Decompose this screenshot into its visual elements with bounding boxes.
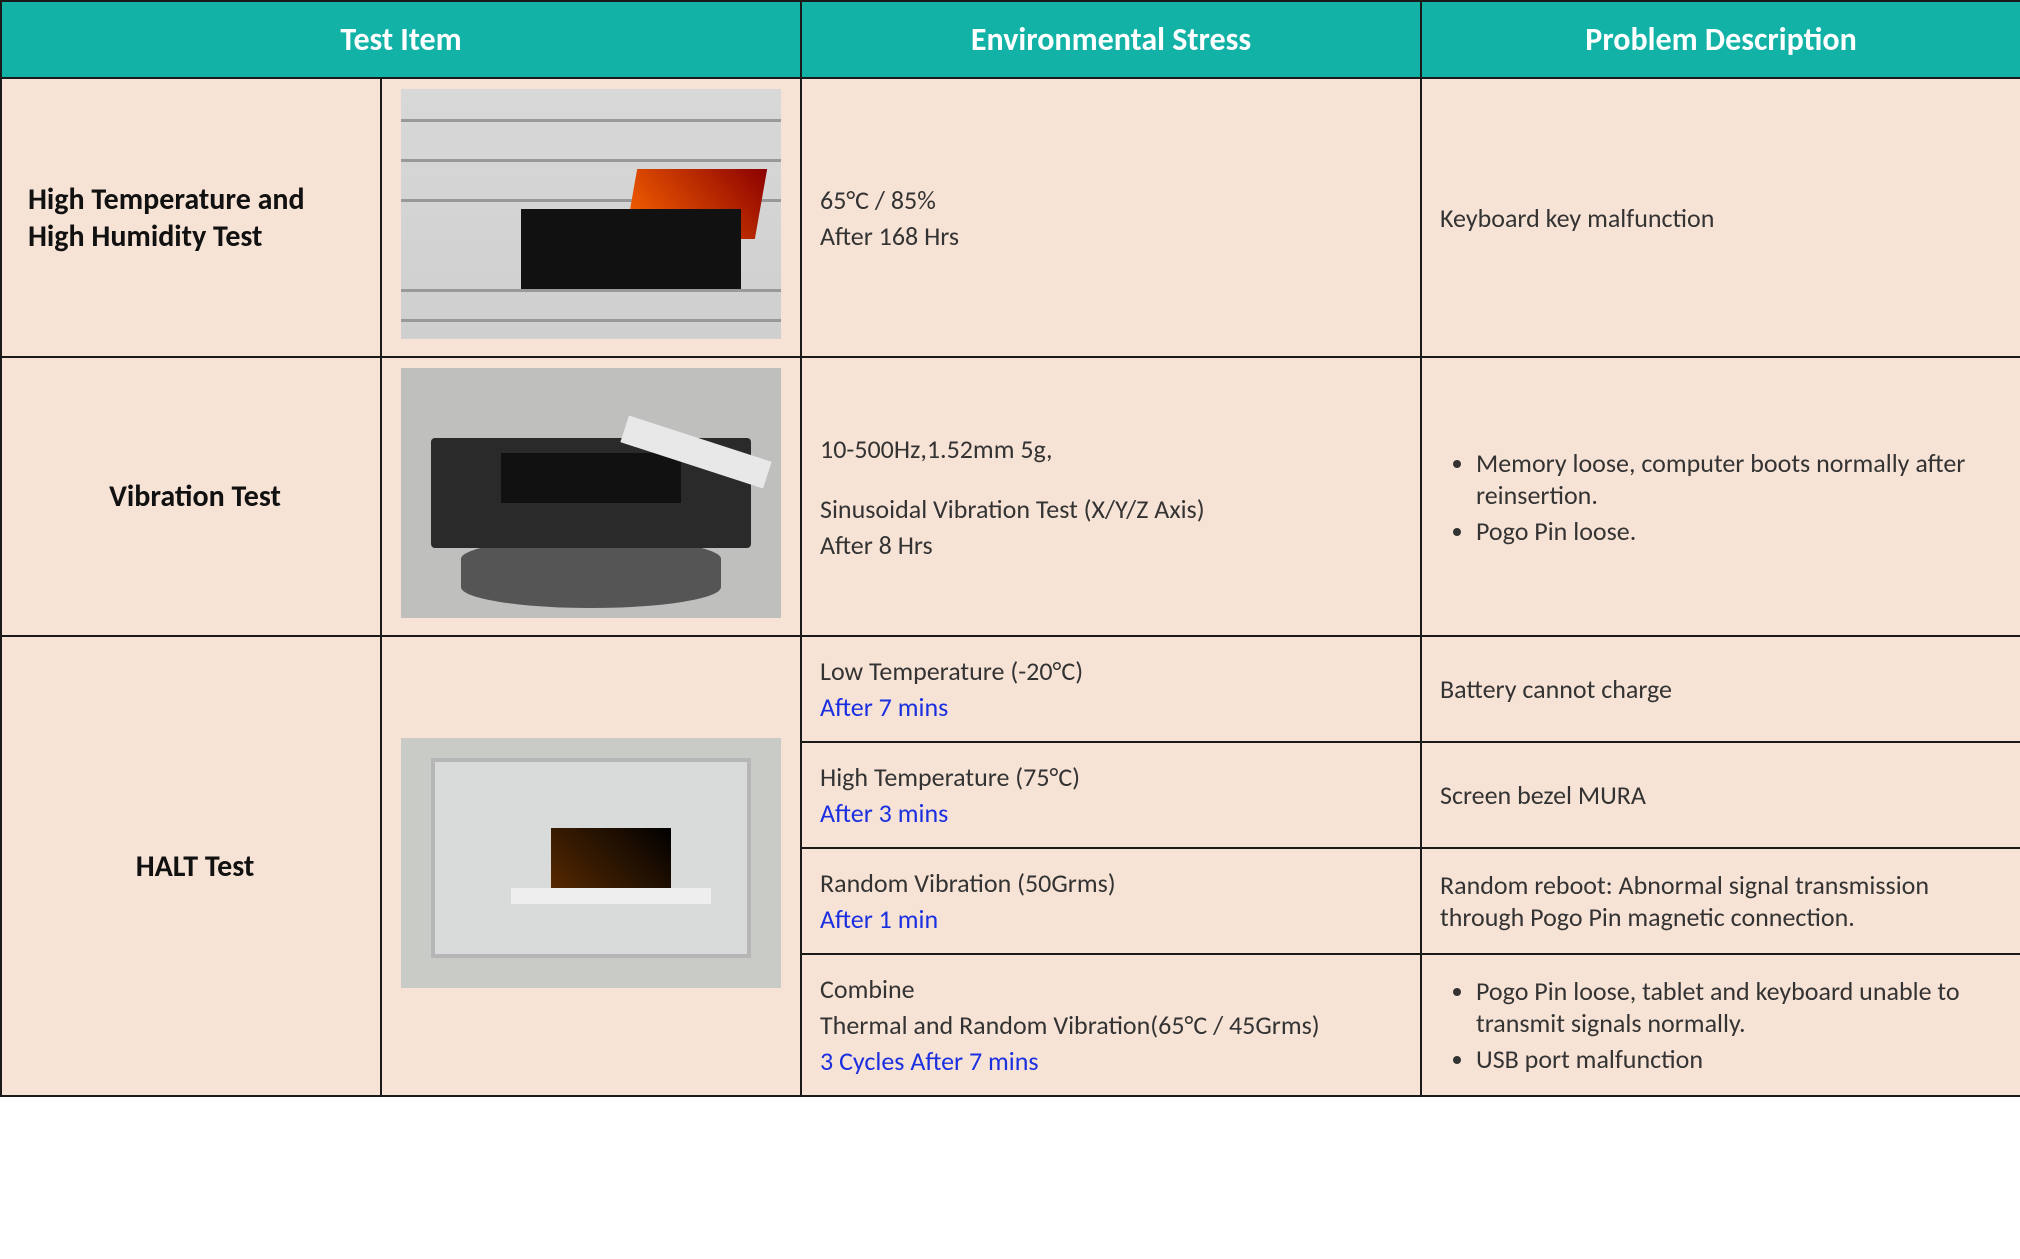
problem-list: Memory loose, computer boots normally af…: [1440, 447, 2002, 547]
halt-sub1-problem: Battery cannot charge: [1421, 636, 2020, 742]
stress-text: Thermal and Random Vibration(65°C / 45Gr…: [820, 1009, 1402, 1041]
stress-text: After 168 Hrs: [820, 220, 1402, 252]
ht-hh-name: High Temperature and High Humidity Test: [1, 78, 381, 357]
halt-sub4-stress: Combine Thermal and Random Vibration(65°…: [801, 954, 1421, 1096]
vibration-name: Vibration Test: [1, 357, 381, 636]
row-halt-1: HALT Test Low Temperature (-20°C) After …: [1, 636, 2020, 742]
halt-photo-cell: [381, 636, 801, 1096]
ht-hh-problem: Keyboard key malfunction: [1421, 78, 2020, 357]
halt-sub4-problem: Pogo Pin loose, tablet and keyboard unab…: [1421, 954, 2020, 1096]
stress-text-highlight: After 7 mins: [820, 691, 1402, 723]
halt-sub2-problem: Screen bezel MURA: [1421, 742, 2020, 848]
stress-text: Random Vibration (50Grms): [820, 867, 1402, 899]
row-ht-hh: High Temperature and High Humidity Test …: [1, 78, 2020, 357]
header-row: Test Item Environmental Stress Problem D…: [1, 1, 2020, 78]
stress-text: 65°C / 85%: [820, 184, 1402, 216]
stress-text: High Temperature (75°C): [820, 761, 1402, 793]
problem-item: Pogo Pin loose.: [1476, 515, 2002, 547]
stress-text: Low Temperature (-20°C): [820, 655, 1402, 687]
halt-sub3-stress: Random Vibration (50Grms) After 1 min: [801, 848, 1421, 954]
problem-item: Pogo Pin loose, tablet and keyboard unab…: [1476, 975, 2002, 1039]
halt-sub1-stress: Low Temperature (-20°C) After 7 mins: [801, 636, 1421, 742]
spacer: [820, 469, 1402, 489]
halt-photo: [401, 738, 781, 988]
vibration-problem: Memory loose, computer boots normally af…: [1421, 357, 2020, 636]
vibration-stress: 10-500Hz,1.52mm 5g, Sinusoidal Vibration…: [801, 357, 1421, 636]
problem-list: Pogo Pin loose, tablet and keyboard unab…: [1440, 975, 2002, 1075]
vibration-photo: [401, 368, 781, 618]
header-env-stress: Environmental Stress: [801, 1, 1421, 78]
stress-text-highlight: After 1 min: [820, 903, 1402, 935]
problem-item: Memory loose, computer boots normally af…: [1476, 447, 2002, 511]
problem-item: USB port malfunction: [1476, 1043, 2002, 1075]
header-test-item: Test Item: [1, 1, 801, 78]
stress-text-highlight: After 3 mins: [820, 797, 1402, 829]
ht-hh-photo-cell: [381, 78, 801, 357]
stress-text: Sinusoidal Vibration Test (X/Y/Z Axis): [820, 493, 1402, 525]
halt-sub2-stress: High Temperature (75°C) After 3 mins: [801, 742, 1421, 848]
header-problem-desc: Problem Description: [1421, 1, 2020, 78]
halt-name: HALT Test: [1, 636, 381, 1096]
stress-text: 10-500Hz,1.52mm 5g,: [820, 433, 1402, 465]
stress-text-highlight: 3 Cycles After 7 mins: [820, 1045, 1402, 1077]
chamber-photo: [401, 89, 781, 339]
halt-sub3-problem: Random reboot: Abnormal signal transmiss…: [1421, 848, 2020, 954]
stress-text: Combine: [820, 973, 1402, 1005]
stress-text: After 8 Hrs: [820, 529, 1402, 561]
vibration-photo-cell: [381, 357, 801, 636]
ht-hh-stress: 65°C / 85% After 168 Hrs: [801, 78, 1421, 357]
test-results-table: Test Item Environmental Stress Problem D…: [0, 0, 2020, 1097]
row-vibration: Vibration Test 10-500Hz,1.52mm 5g, Sinus…: [1, 357, 2020, 636]
